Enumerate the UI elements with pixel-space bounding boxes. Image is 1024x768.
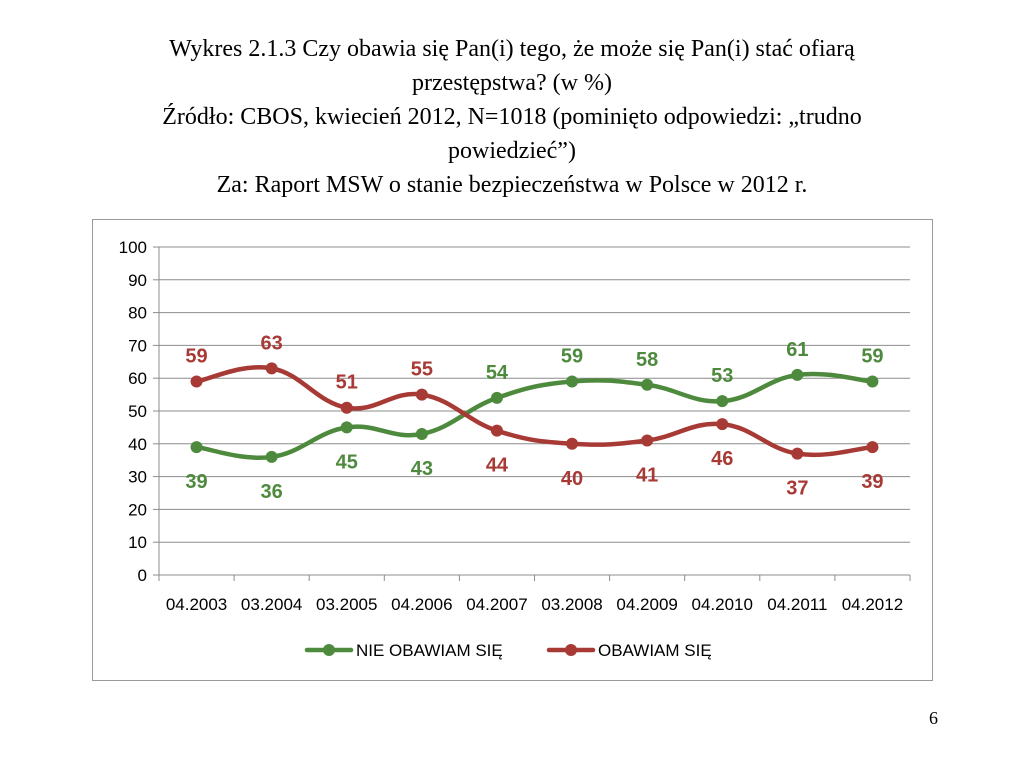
y-tick-label: 30 — [128, 468, 147, 487]
legend-marker — [323, 644, 335, 656]
data-point — [566, 375, 579, 388]
data-label: 59 — [185, 345, 207, 367]
legend-label: NIE OBAWIAM SIĘ — [356, 641, 503, 660]
data-point — [340, 401, 353, 414]
series-line — [194, 365, 875, 458]
data-point — [415, 388, 428, 401]
x-tick-label: 04.2009 — [616, 595, 677, 614]
x-tick-label: 04.2003 — [166, 595, 227, 614]
data-label: 55 — [411, 359, 433, 381]
data-label: 59 — [561, 345, 583, 367]
data-point — [716, 395, 729, 408]
x-tick-label: 04.2011 — [767, 595, 827, 614]
data-label: 54 — [486, 362, 509, 384]
legend-marker — [565, 644, 577, 656]
x-tick-label: 03.2008 — [541, 595, 602, 614]
x-tick-label: 04.2007 — [466, 595, 527, 614]
line-chart: 0 10 20 30 40 50 60 70 80 90 100 04.2003 03.2004 03.2… — [119, 238, 911, 660]
y-tick-label: 50 — [128, 402, 147, 421]
y-tick-label: 20 — [128, 500, 147, 519]
chart-area: 0 10 20 30 40 50 60 70 80 90 100 04.2003 03.2004 03.2… — [92, 219, 933, 681]
data-point — [190, 375, 203, 388]
data-label: 40 — [561, 468, 583, 490]
x-tick-label: 04.2010 — [692, 595, 753, 614]
legend-label: OBAWIAM SIĘ — [598, 641, 712, 660]
data-label: 45 — [336, 451, 358, 473]
data-label: 39 — [185, 471, 207, 493]
page-number: 6 — [929, 708, 938, 728]
x-tick-label: 03.2004 — [241, 595, 302, 614]
data-label: 44 — [486, 455, 509, 477]
data-label: 39 — [861, 471, 883, 493]
y-tick-label: 40 — [128, 435, 147, 454]
x-tick-label: 04.2006 — [391, 595, 452, 614]
data-point — [866, 375, 879, 388]
data-point — [490, 391, 503, 404]
data-label: 59 — [861, 345, 883, 367]
data-point — [566, 437, 579, 450]
title-line-2: przestępstwa? (w %) — [412, 70, 612, 96]
y-tick-label: 10 — [128, 533, 147, 552]
data-label: 51 — [336, 372, 358, 394]
y-tick-label: 0 — [138, 566, 147, 585]
data-label: 41 — [636, 465, 658, 487]
data-point — [866, 441, 879, 454]
data-point — [340, 421, 353, 434]
data-label: 46 — [711, 448, 733, 470]
y-tick-label: 90 — [128, 271, 147, 290]
data-point — [791, 447, 804, 460]
data-point — [641, 434, 654, 447]
data-point — [265, 362, 278, 375]
data-label: 61 — [786, 339, 808, 361]
data-point — [190, 441, 203, 454]
data-label: 63 — [261, 332, 283, 354]
title-line-5: Za: Raport MSW o stanie bezpieczeństwa w… — [216, 172, 808, 198]
y-tick-label: 100 — [119, 238, 147, 257]
data-point — [415, 427, 428, 440]
title-line-1: Wykres 2.1.3 Czy obawia się Pan(i) tego,… — [169, 36, 855, 62]
x-tick-label: 04.2012 — [842, 595, 903, 614]
data-point — [716, 418, 729, 431]
data-point — [791, 368, 804, 381]
slide-title: Wykres 2.1.3 Czy obawia się Pan(i) tego,… — [60, 32, 964, 202]
data-label: 58 — [636, 349, 658, 371]
y-tick-label: 70 — [128, 336, 147, 355]
data-label: 43 — [411, 458, 433, 480]
data-point — [641, 378, 654, 391]
title-line-4: powiedzieć”) — [448, 138, 576, 164]
y-tick-label: 60 — [128, 369, 147, 388]
x-tick-label: 03.2005 — [316, 595, 377, 614]
data-label: 36 — [261, 481, 283, 503]
y-tick-label: 80 — [128, 304, 147, 323]
series-line — [194, 371, 875, 460]
data-label: 37 — [786, 478, 808, 500]
title-line-3: Źródło: CBOS, kwiecień 2012, N=1018 (pom… — [162, 104, 862, 130]
data-point — [490, 424, 503, 437]
data-label: 53 — [711, 365, 733, 387]
data-point — [265, 450, 278, 463]
